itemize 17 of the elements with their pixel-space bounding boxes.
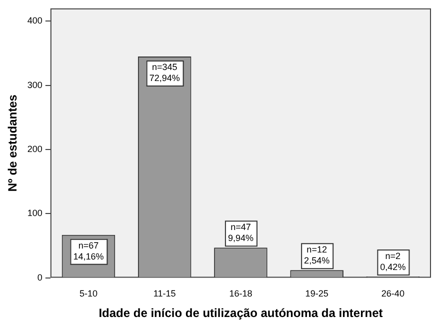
- y-axis-title: Nº de estudantes: [6, 94, 20, 192]
- data-label: n=12 2,54%: [304, 244, 330, 266]
- x-tick-label: 5-10: [79, 288, 98, 299]
- x-tick-label: 16-18: [229, 288, 252, 299]
- data-label: n=67 14,16%: [73, 240, 104, 262]
- x-tick-label: 11-15: [153, 288, 176, 299]
- x-tick-label: 19-25: [305, 288, 328, 299]
- y-tick-label: 100: [27, 208, 42, 218]
- x-tick-label: 26-40: [381, 288, 404, 299]
- data-label: n=2 0,42%: [380, 251, 406, 272]
- y-tick-label: 0: [37, 272, 42, 282]
- x-axis-title: Idade de início de utilização autónoma da internet: [98, 306, 383, 320]
- data-label: n=345 72,94%: [149, 62, 180, 83]
- y-tick-label: 200: [27, 144, 42, 154]
- y-tick-label: 400: [27, 16, 42, 26]
- y-tick-label: 300: [27, 80, 42, 90]
- data-label: n=47 9,94%: [228, 222, 254, 244]
